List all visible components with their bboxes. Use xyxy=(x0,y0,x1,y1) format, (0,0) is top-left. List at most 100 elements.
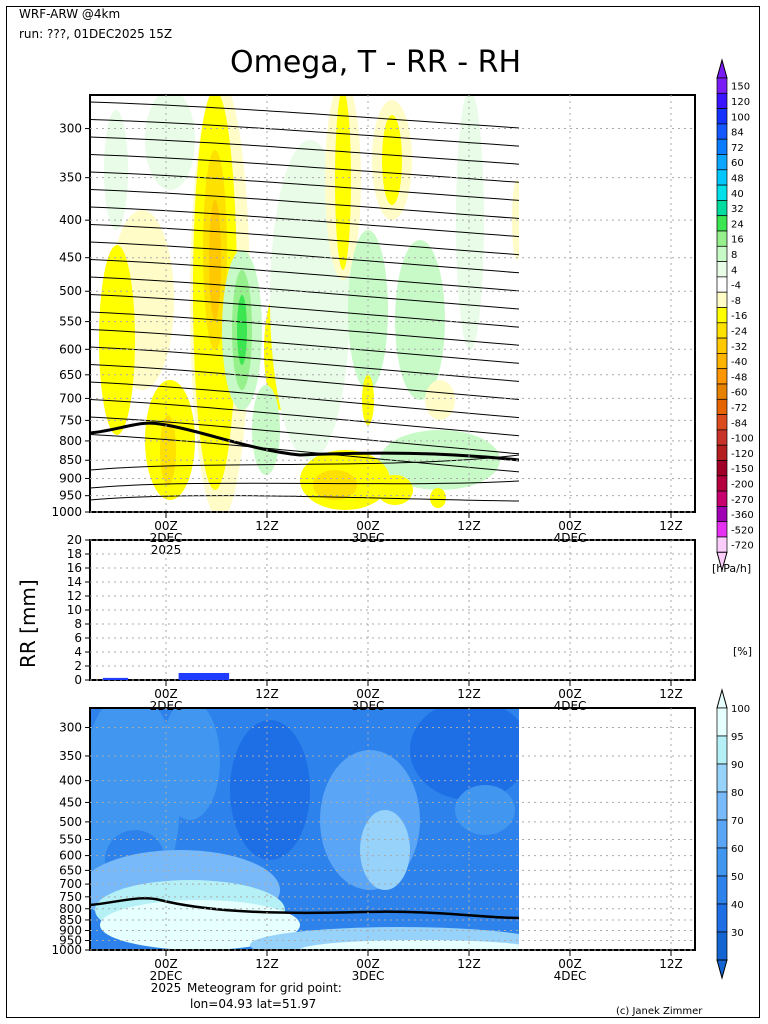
omega-date-label: 2DEC xyxy=(150,531,183,545)
omega-colorbar-arrow-top xyxy=(716,58,728,79)
omega-colorbar-label: 4 xyxy=(731,265,737,276)
credit: (c) Janek Zimmer xyxy=(616,1006,703,1017)
omega-xtick-label: 12Z xyxy=(659,519,683,533)
rh-frame xyxy=(89,707,696,951)
omega-colorbar-swatch xyxy=(716,108,728,125)
omega-colorbar-swatch xyxy=(716,444,728,461)
omega-colorbar-swatch xyxy=(716,138,728,155)
omega-ytick-label: 1000 xyxy=(51,505,82,519)
omega-colorbar-label: 72 xyxy=(731,143,744,154)
omega-colorbar-swatch xyxy=(716,353,728,370)
omega-ytick-label: 700 xyxy=(59,391,82,405)
rh-field xyxy=(90,708,519,950)
rh-ytick-label: 600 xyxy=(59,849,82,863)
omega-colorbar-label: -32 xyxy=(731,342,747,353)
isotherm-line xyxy=(90,495,519,502)
omega-ytick-label: 750 xyxy=(59,413,82,427)
omega-colorbar-label: -84 xyxy=(731,418,747,429)
omega-colorbar-label: -40 xyxy=(731,357,747,368)
rh-unit: [%] xyxy=(733,645,753,658)
omega-colorbar-label: -48 xyxy=(731,372,747,383)
omega-colorbar-label: -360 xyxy=(731,510,754,521)
rh-ytick-label: 1000 xyxy=(51,943,82,957)
rr-ytick-label: 12 xyxy=(67,589,82,603)
omega-date-label: 3DEC xyxy=(352,531,385,545)
omega-colorbar-label: 60 xyxy=(731,158,744,169)
omega-ytick-label: 900 xyxy=(59,471,82,485)
omega-ytick-label: 400 xyxy=(59,213,82,227)
rh-ytick-label: 550 xyxy=(59,833,82,847)
rh-xtick-label: 00Z xyxy=(558,957,582,971)
omega-colorbar-label: 150 xyxy=(731,82,750,93)
rh-colorbar-swatch xyxy=(716,847,728,877)
rr-ytick-label: 6 xyxy=(74,631,82,645)
omega-xtick-label: 12Z xyxy=(457,519,481,533)
isotherm-line xyxy=(90,189,519,219)
omega-colorbar-swatch xyxy=(716,92,728,109)
rh-colorbar-swatch xyxy=(716,707,728,737)
rr-xtick-label: 12Z xyxy=(255,687,279,701)
rh-colorbar-swatch xyxy=(716,763,728,793)
rr-ytick-label: 2 xyxy=(74,659,82,673)
rh-ytick-label: 800 xyxy=(59,902,82,916)
rh-colorbar-arrow-top xyxy=(716,688,728,709)
omega-colorbar-label: -200 xyxy=(731,479,754,490)
rr-xtick-label: 12Z xyxy=(659,687,683,701)
omega-colorbar-label: -24 xyxy=(731,326,747,337)
isotherm-line xyxy=(90,381,519,419)
isotherm-line xyxy=(90,259,519,292)
omega-colorbar-label: -72 xyxy=(731,403,747,414)
omega-colorbar-label: 16 xyxy=(731,235,744,246)
omega-colorbar-label: -8 xyxy=(731,296,741,307)
rh-colorbar-swatch xyxy=(716,819,728,849)
footer-line2: lon=04.93 lat=51.97 xyxy=(190,997,317,1011)
omega-colorbar-swatch xyxy=(716,77,728,94)
zero-degree-isotherm-rh xyxy=(89,897,520,920)
rh-xtick-label: 12Z xyxy=(255,957,279,971)
omega-ytick-label: 350 xyxy=(59,171,82,185)
omega-colorbar-swatch xyxy=(716,261,728,278)
rr-ytick-label: 14 xyxy=(67,575,82,589)
omega-xtick-label: 12Z xyxy=(255,519,279,533)
rh-colorbar-label: 90 xyxy=(731,760,744,771)
omega-ytick-label: 950 xyxy=(59,489,82,503)
omega-colorbar-label: -16 xyxy=(731,311,747,322)
rh-colorbar-swatch xyxy=(716,931,728,961)
rh-ytick-label: 950 xyxy=(59,934,82,948)
omega-colorbar-label: -4 xyxy=(731,281,741,292)
omega-colorbar-label: 120 xyxy=(731,97,750,108)
omega-ytick-label: 600 xyxy=(59,342,82,356)
chart-title: Omega, T - RR - RH xyxy=(230,45,522,80)
rh-date-label: 3DEC xyxy=(352,969,385,983)
isotherm-line xyxy=(90,224,519,256)
rh-ytick-label: 700 xyxy=(59,877,82,891)
rr-ytick-label: 4 xyxy=(74,645,82,659)
omega-ytick-label: 650 xyxy=(59,368,82,382)
omega-colorbar-label: 24 xyxy=(731,219,744,230)
isotherm-line xyxy=(90,364,519,400)
isotherm-line xyxy=(90,294,519,328)
rh-colorbar-label: 70 xyxy=(731,816,744,827)
rr-xtick-label: 00Z xyxy=(356,687,380,701)
isotherm-line xyxy=(90,171,519,201)
omega-colorbar-label: 100 xyxy=(731,112,750,123)
omega-colorbar-label: -520 xyxy=(731,525,754,536)
zero-degree-isotherm xyxy=(90,421,519,462)
omega-colorbar-swatch xyxy=(716,475,728,492)
omega-ytick-label: 500 xyxy=(59,284,82,298)
omega-ytick-label: 800 xyxy=(59,434,82,448)
rr-ytick-label: 16 xyxy=(67,561,82,575)
isotherm-line xyxy=(90,136,519,165)
isotherm-line xyxy=(90,311,519,346)
rr-date-label: 2DEC xyxy=(150,699,183,713)
omega-colorbar-swatch xyxy=(716,322,728,339)
rh-ytick-label: 450 xyxy=(59,795,82,809)
rh-date-label: 2DEC xyxy=(150,969,183,983)
omega-colorbar-label: -720 xyxy=(731,541,754,552)
isotherm-line xyxy=(90,454,519,471)
rain-bar xyxy=(102,677,129,680)
rr-date-label: 4DEC xyxy=(554,699,587,713)
rh-ytick-label: 850 xyxy=(59,913,82,927)
isotherm-line xyxy=(90,346,519,382)
